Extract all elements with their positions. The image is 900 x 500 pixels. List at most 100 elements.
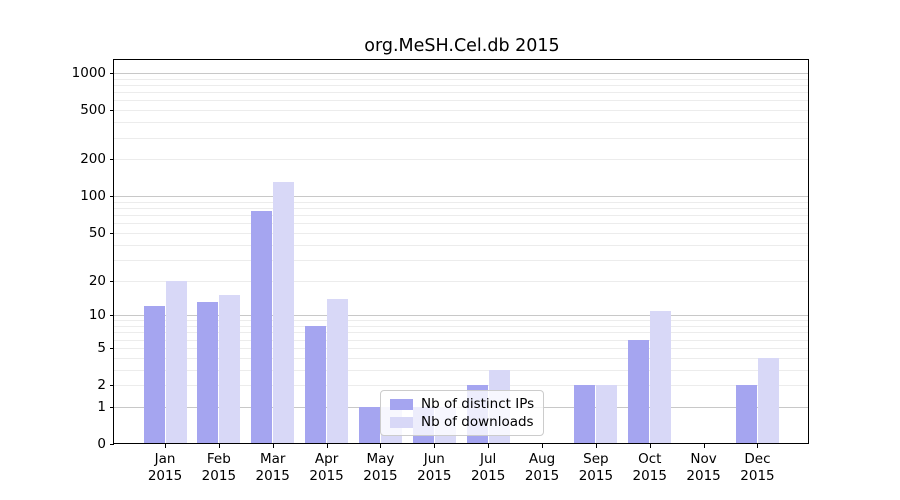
minor-gridline (114, 320, 809, 322)
legend-label-distinct-ips: Nb of distinct IPs (421, 396, 535, 412)
x-tick-line: 2015 (686, 468, 721, 484)
minor-gridline (114, 137, 809, 139)
y-tick-label: 0 (97, 436, 106, 452)
x-tick-line: 2015 (201, 468, 237, 484)
x-tick-line: 2015 (578, 468, 614, 484)
x-tick-mark (488, 444, 490, 448)
x-tick-line: Apr (314, 451, 339, 467)
y-tick-label: 10 (88, 307, 106, 324)
x-tick-line: 2015 (470, 468, 506, 484)
minor-gridline (114, 232, 809, 234)
y-tick-label: 20 (88, 272, 106, 289)
x-tick-label: Aug 2015 (512, 451, 572, 485)
y-tick-mark (110, 73, 114, 74)
x-tick-mark (757, 444, 759, 448)
y-tick-mark (110, 347, 114, 349)
y-tick-label: 2 (97, 377, 106, 393)
x-tick-label: May 2015 (350, 451, 410, 485)
legend-item-distinct-ips: Nb of distinct IPs (390, 396, 535, 413)
x-tick-line: Jun (423, 451, 445, 467)
minor-gridline (114, 159, 809, 161)
minor-gridline (114, 280, 809, 282)
y-tick-mark (110, 444, 114, 445)
x-tick-label: Apr 2015 (297, 451, 357, 485)
x-tick-mark (165, 444, 166, 448)
x-tick-label: Dec 2015 (727, 451, 787, 485)
x-tick-line: 2015 (740, 468, 775, 484)
minor-gridline (114, 84, 809, 86)
x-tick-mark (542, 444, 544, 448)
minor-gridline (114, 100, 809, 102)
y-tick-mark (110, 385, 114, 386)
minor-gridline (114, 110, 809, 112)
minor-gridline (114, 369, 809, 371)
bar-apr-distinct-ips (305, 326, 327, 444)
x-tick-label: Sep 2015 (566, 451, 626, 485)
minor-gridline (114, 357, 809, 359)
minor-gridline (114, 332, 809, 334)
minor-gridline (114, 92, 809, 94)
y-tick-mark (110, 159, 114, 161)
x-tick-line: Jan (154, 451, 176, 467)
minor-gridline (114, 201, 809, 203)
bar-mar-downloads (273, 182, 295, 444)
bar-feb-distinct-ips (197, 302, 219, 444)
x-tick-label: Mar 2015 (243, 451, 303, 485)
x-tick-mark (218, 444, 220, 448)
x-tick-label: Oct 2015 (620, 451, 680, 485)
x-tick-mark (649, 444, 651, 448)
x-tick-line: Feb (206, 451, 231, 467)
major-gridline (114, 196, 809, 198)
x-tick-line: Dec (744, 451, 771, 467)
minor-gridline (114, 223, 809, 225)
x-tick-line: Sep (583, 451, 609, 467)
bar-sep-downloads (596, 385, 618, 444)
x-tick-line: Aug (528, 451, 556, 467)
x-tick-label: Nov 2015 (674, 451, 734, 485)
minor-gridline (114, 215, 809, 217)
legend-swatch-distinct-ips (390, 398, 413, 410)
major-gridline (114, 315, 809, 317)
x-tick-line: 2015 (309, 468, 344, 484)
chart-title: org.MeSH.Cel.db 2015 (364, 36, 560, 56)
bar-may-distinct-ips (358, 406, 380, 444)
y-tick-mark (110, 196, 114, 198)
x-tick-line: Mar (259, 451, 286, 467)
bar-dec-distinct-ips (735, 385, 757, 444)
y-tick-label: 5 (97, 339, 106, 356)
bar-feb-downloads (219, 295, 241, 444)
major-gridline (114, 73, 809, 74)
minor-gridline (114, 122, 809, 124)
x-tick-line: May (366, 451, 395, 467)
y-tick-mark (110, 110, 114, 112)
y-tick-label: 100 (80, 188, 106, 205)
y-tick-mark (110, 280, 114, 282)
x-tick-line: 2015 (417, 468, 452, 484)
x-tick-line: Jul (480, 451, 497, 467)
x-tick-line: 2015 (255, 468, 290, 484)
x-tick-label: Feb 2015 (189, 451, 249, 485)
y-tick-mark (110, 232, 114, 234)
legend-item-downloads: Nb of downloads (390, 414, 535, 431)
x-tick-mark (595, 444, 597, 448)
x-tick-label: Jun 2015 (404, 451, 464, 485)
minor-gridline (114, 244, 809, 246)
bar-apr-downloads (327, 298, 349, 444)
minor-gridline (114, 347, 809, 349)
minor-gridline (114, 385, 809, 386)
x-tick-line: Nov (690, 451, 717, 467)
x-tick-mark (380, 444, 382, 448)
minor-gridline (114, 339, 809, 341)
y-tick-label: 1 (97, 398, 106, 415)
y-tick-label: 200 (80, 151, 106, 168)
x-tick-line: 2015 (147, 468, 183, 484)
minor-gridline (114, 208, 809, 210)
bar-jan-distinct-ips (143, 306, 165, 444)
bar-dec-downloads (757, 357, 779, 444)
y-tick-label: 1000 (71, 65, 106, 81)
bar-mar-distinct-ips (251, 211, 273, 444)
bar-sep-distinct-ips (574, 385, 596, 444)
y-tick-label: 50 (88, 224, 106, 241)
bar-oct-downloads (650, 310, 672, 444)
